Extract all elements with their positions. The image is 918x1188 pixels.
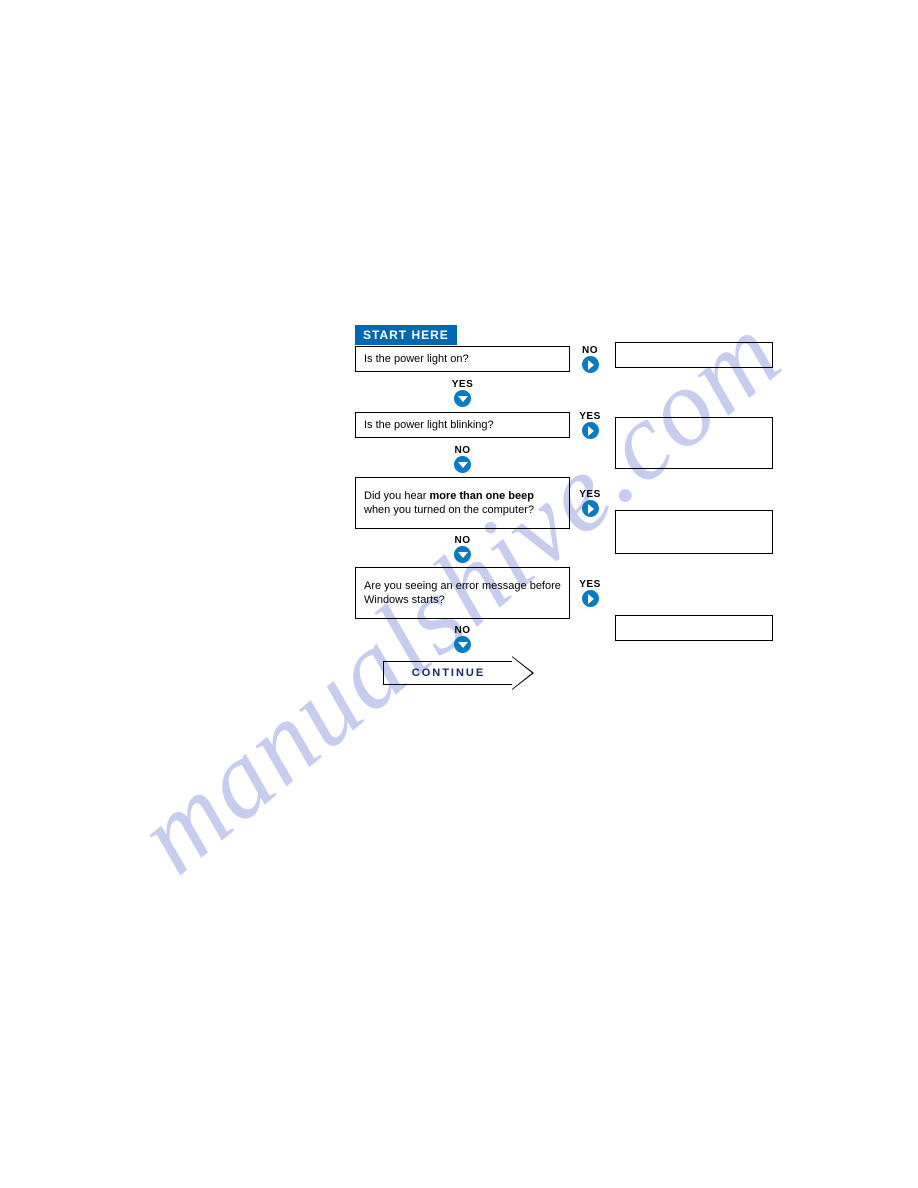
flow-step-4: Are you seeing an error message before W…: [355, 567, 785, 619]
arrow-right-icon: [582, 422, 599, 439]
question-box-2: Is the power light blinking?: [355, 412, 570, 438]
branch-down-label-3: NO: [455, 535, 471, 546]
question-box-1: Is the power light on?: [355, 346, 570, 372]
arrow-right-icon: [582, 590, 599, 607]
answer-box-4: [615, 615, 773, 641]
answer-box-1: [615, 342, 773, 368]
flowchart-container: START HERE Is the power light on? NO YES…: [355, 325, 785, 689]
branch-side-1: NO: [578, 345, 602, 373]
branch-side-label-3: YES: [579, 489, 601, 500]
branch-side-4: YES: [578, 579, 602, 607]
branch-side-2: YES: [578, 411, 602, 439]
answer-box-3: [615, 510, 773, 554]
continue-label: CONTINUE: [383, 661, 513, 685]
arrow-down-icon: [454, 546, 471, 563]
branch-down-3: NO: [355, 535, 570, 563]
arrow-down-icon: [454, 390, 471, 407]
branch-down-label-1: YES: [452, 379, 474, 390]
branch-side-label-1: NO: [582, 345, 598, 356]
arrow-right-icon: [582, 356, 599, 373]
start-here-header: START HERE: [355, 325, 457, 345]
question-box-4: Are you seeing an error message before W…: [355, 567, 570, 619]
branch-side-3: YES: [578, 489, 602, 517]
continue-arrow: CONTINUE: [383, 657, 543, 689]
branch-down-label-4: NO: [455, 625, 471, 636]
branch-down-label-2: NO: [455, 445, 471, 456]
arrow-right-icon: [582, 500, 599, 517]
question-box-3: Did you hear more than one beep when you…: [355, 477, 570, 529]
branch-side-label-4: YES: [579, 579, 601, 590]
arrow-down-icon: [454, 456, 471, 473]
answer-box-2: [615, 417, 773, 469]
branch-side-label-2: YES: [579, 411, 601, 422]
branch-down-4: NO: [355, 625, 570, 653]
branch-down-2: NO: [355, 445, 570, 473]
branch-down-1: YES: [355, 379, 570, 407]
arrow-down-icon: [454, 636, 471, 653]
